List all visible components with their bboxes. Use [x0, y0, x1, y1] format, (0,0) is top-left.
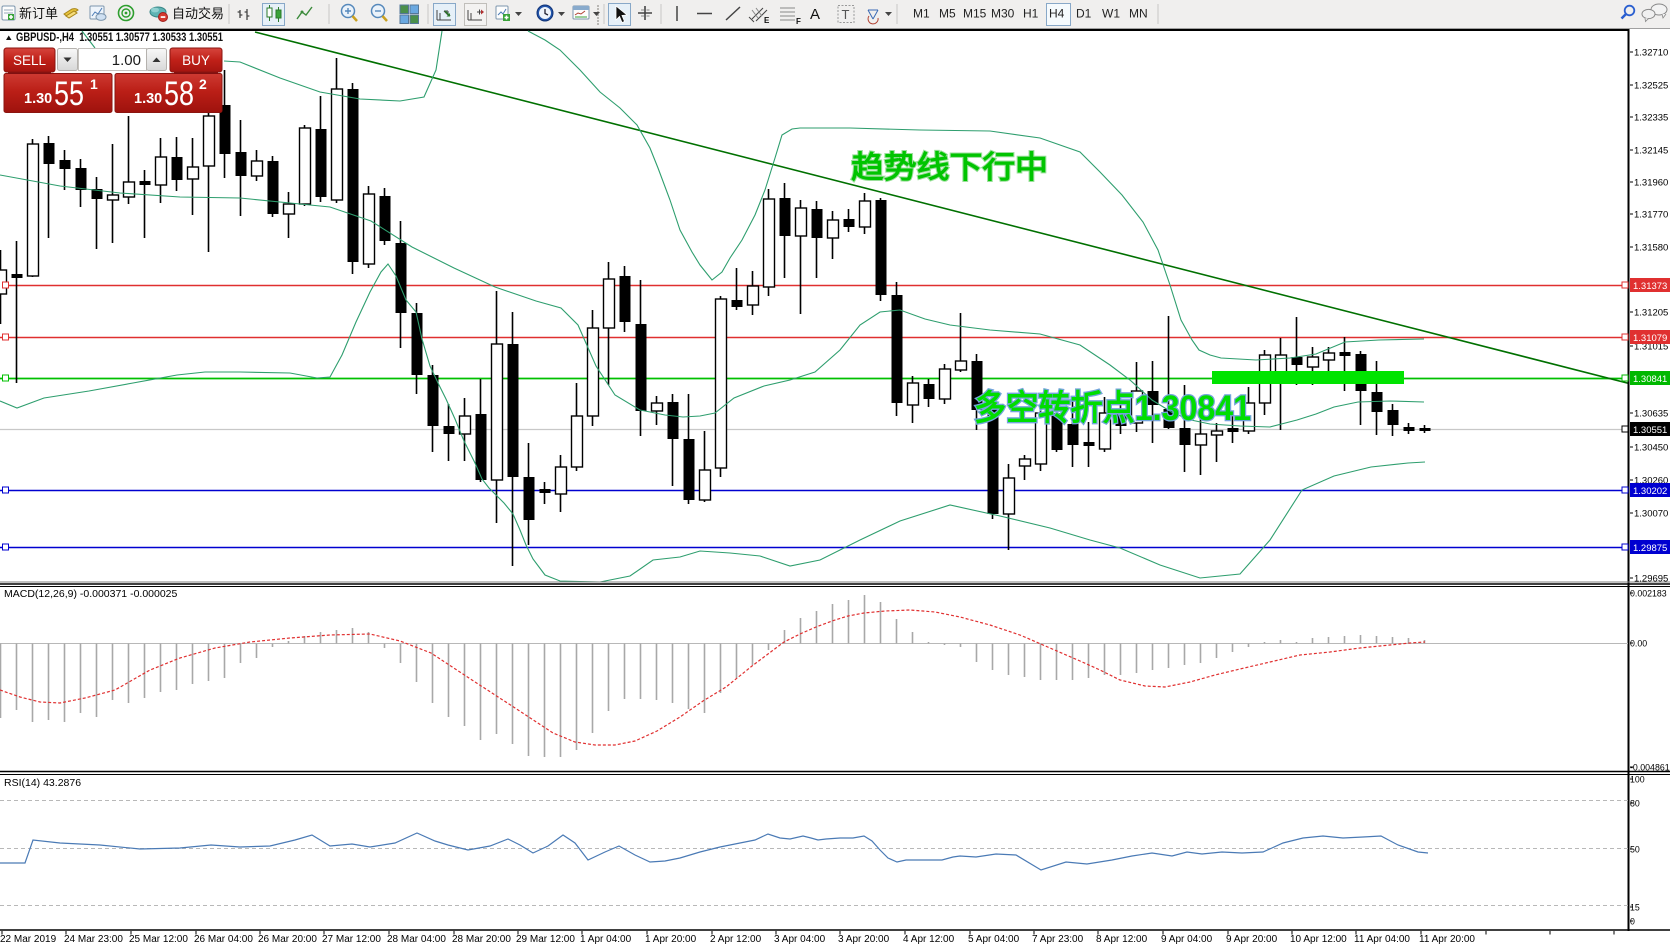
svg-text:7 Apr 23:00: 7 Apr 23:00 [1032, 934, 1084, 945]
svg-text:M15: M15 [963, 7, 987, 21]
svg-text:55: 55 [54, 75, 84, 113]
svg-text:9 Apr 20:00: 9 Apr 20:00 [1226, 934, 1278, 945]
svg-text:11 Apr 04:00: 11 Apr 04:00 [1354, 934, 1410, 945]
svg-text:22 Mar 2019: 22 Mar 2019 [0, 934, 57, 945]
svg-text:GBPUSD-,H4 1.30551 1.30577 1.: GBPUSD-,H4 1.30551 1.30577 1.30533 1.305… [16, 32, 223, 44]
svg-text:1.32145: 1.32145 [1634, 146, 1668, 157]
svg-text:28 Mar 04:00: 28 Mar 04:00 [387, 934, 446, 945]
svg-text:1.30260: 1.30260 [1634, 476, 1668, 487]
svg-text:3 Apr 20:00: 3 Apr 20:00 [838, 934, 890, 945]
svg-text:RSI(14) 43.2876: RSI(14) 43.2876 [4, 777, 81, 789]
svg-text:2 Apr 12:00: 2 Apr 12:00 [710, 934, 762, 945]
svg-text:-0.004861: -0.004861 [1630, 763, 1670, 773]
svg-text:1.31580: 1.31580 [1634, 243, 1668, 254]
svg-text:5 Apr 04:00: 5 Apr 04:00 [968, 934, 1020, 945]
svg-text:100: 100 [1630, 775, 1645, 785]
svg-text:0.002183: 0.002183 [1630, 589, 1667, 599]
svg-text:3 Apr 04:00: 3 Apr 04:00 [774, 934, 826, 945]
svg-text:W1: W1 [1102, 7, 1120, 21]
svg-text:2: 2 [199, 76, 207, 92]
svg-text:F: F [796, 17, 801, 26]
svg-text:MN: MN [1129, 7, 1148, 21]
svg-text:自动交易: 自动交易 [172, 6, 224, 21]
svg-text:10 Apr 12:00: 10 Apr 12:00 [1290, 934, 1347, 945]
svg-text:1.30202: 1.30202 [1633, 486, 1667, 497]
svg-text:1.29695: 1.29695 [1634, 574, 1668, 585]
svg-text:M30: M30 [991, 7, 1015, 21]
svg-text:1: 1 [90, 76, 98, 92]
svg-text:1.32335: 1.32335 [1634, 113, 1668, 124]
svg-text:趋势线下行中: 趋势线下行中 [851, 150, 1048, 185]
svg-text:1.30841: 1.30841 [1633, 374, 1667, 385]
svg-text:H1: H1 [1023, 7, 1039, 21]
svg-text:1.32710: 1.32710 [1634, 48, 1668, 59]
svg-text:11 Apr 20:00: 11 Apr 20:00 [1419, 934, 1475, 945]
svg-text:1.30070: 1.30070 [1634, 509, 1668, 520]
svg-text:26 Mar 04:00: 26 Mar 04:00 [194, 934, 253, 945]
svg-text:26 Mar 20:00: 26 Mar 20:00 [258, 934, 317, 945]
svg-text:MACD(12,26,9) -0.000371 -0.000: MACD(12,26,9) -0.000371 -0.000025 [4, 588, 178, 600]
svg-text:1.31960: 1.31960 [1634, 178, 1668, 189]
svg-text:24 Mar 23:00: 24 Mar 23:00 [64, 934, 123, 945]
svg-text:1.30635: 1.30635 [1634, 409, 1668, 420]
svg-text:15: 15 [1630, 903, 1640, 913]
svg-text:8 Apr 12:00: 8 Apr 12:00 [1096, 934, 1148, 945]
svg-text:0: 0 [1630, 917, 1635, 927]
svg-text:BUY: BUY [182, 53, 210, 68]
svg-text:1.29875: 1.29875 [1633, 543, 1667, 554]
svg-text:M1: M1 [913, 7, 930, 21]
svg-text:0.00: 0.00 [1630, 639, 1647, 649]
svg-text:80: 80 [1630, 799, 1640, 809]
svg-text:27 Mar 12:00: 27 Mar 12:00 [322, 934, 381, 945]
svg-text:D1: D1 [1076, 7, 1092, 21]
svg-text:1.30450: 1.30450 [1634, 443, 1668, 454]
svg-text:1.32525: 1.32525 [1634, 81, 1668, 92]
svg-text:E: E [764, 16, 770, 25]
svg-text:新订单: 新订单 [19, 6, 58, 21]
svg-text:A: A [810, 6, 820, 23]
svg-text:多空转折点1.30841: 多空转折点1.30841 [974, 389, 1251, 428]
svg-text:1.31205: 1.31205 [1634, 308, 1668, 319]
svg-text:1.31079: 1.31079 [1633, 333, 1667, 344]
svg-text:29 Mar 12:00: 29 Mar 12:00 [516, 934, 575, 945]
svg-text:28 Mar 20:00: 28 Mar 20:00 [452, 934, 511, 945]
svg-text:1.30: 1.30 [134, 91, 162, 107]
svg-text:25 Mar 12:00: 25 Mar 12:00 [129, 934, 188, 945]
svg-text:4 Apr 12:00: 4 Apr 12:00 [903, 934, 955, 945]
svg-text:M5: M5 [939, 7, 956, 21]
svg-text:SELL: SELL [13, 53, 47, 68]
svg-text:1 Apr 04:00: 1 Apr 04:00 [580, 934, 632, 945]
svg-text:1 Apr 20:00: 1 Apr 20:00 [645, 934, 697, 945]
svg-text:H4: H4 [1049, 7, 1065, 21]
svg-text:1.31373: 1.31373 [1633, 281, 1667, 292]
svg-text:1.00: 1.00 [112, 52, 141, 69]
svg-text:T: T [842, 7, 850, 22]
svg-text:58: 58 [164, 75, 194, 113]
svg-text:1.30551: 1.30551 [1633, 425, 1667, 436]
svg-text:1.30: 1.30 [24, 91, 52, 107]
svg-text:9 Apr 04:00: 9 Apr 04:00 [1161, 934, 1213, 945]
svg-text:50: 50 [1630, 845, 1640, 855]
svg-text:1.31770: 1.31770 [1634, 210, 1668, 221]
svg-text:1.31015: 1.31015 [1634, 342, 1668, 353]
